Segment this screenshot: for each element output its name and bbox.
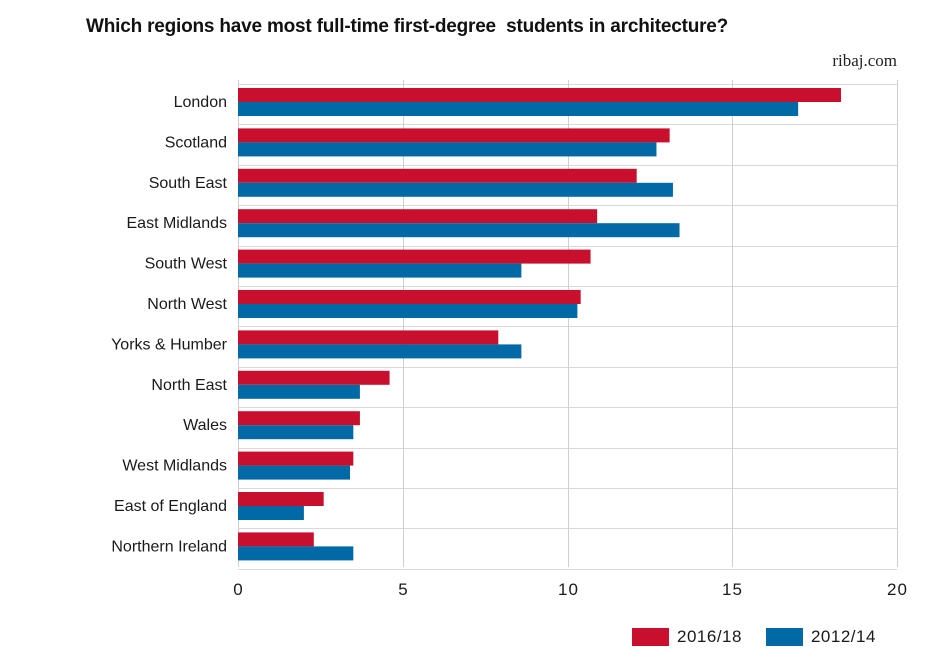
bar-west-midlands-series-2 xyxy=(238,465,351,480)
bar-wales-series-1 xyxy=(238,411,360,426)
category-label: East of England xyxy=(114,498,227,515)
bar-east-of-england-series-2 xyxy=(238,506,304,520)
source-label: ribaj.com xyxy=(832,51,897,70)
bar-north-east-series-1 xyxy=(238,370,390,385)
category-labels: London Scotland South East East Midlands Sou… xyxy=(111,94,228,555)
category-label: West Midlands xyxy=(122,458,227,475)
category-label: Scotland xyxy=(165,134,227,151)
bar-east-midlands-series-2 xyxy=(238,223,680,238)
legend-label-series-1: 2016/18 xyxy=(677,627,742,646)
category-label: Wales xyxy=(183,417,227,434)
legend-swatch-series-2 xyxy=(765,628,803,646)
x-axis-ticks: 0 5 10 15 20 xyxy=(233,580,908,599)
bars xyxy=(238,88,841,561)
bar-east-of-england-series-1 xyxy=(238,492,324,506)
legend: 2016/18 2012/14 xyxy=(632,627,900,647)
bar-yorks-humber-series-1 xyxy=(238,330,499,345)
bar-north-west-series-2 xyxy=(238,304,578,318)
legend-swatch-series-1 xyxy=(632,628,669,646)
bar-north-west-series-1 xyxy=(238,290,581,304)
bar-east-midlands-series-1 xyxy=(238,209,598,224)
bar-west-midlands-series-1 xyxy=(238,451,354,466)
category-label: North West xyxy=(147,296,227,313)
legend-label-series-2: 2012/14 xyxy=(810,627,876,646)
grid-lines xyxy=(238,80,898,570)
bar-yorks-humber-series-2 xyxy=(238,344,522,359)
bar-south-west-series-1 xyxy=(238,249,591,264)
category-label: Yorks & Humber xyxy=(111,336,228,353)
bar-south-west-series-2 xyxy=(238,263,522,278)
legend-item-series-2: 2012/14 xyxy=(765,627,876,647)
category-label: South West xyxy=(145,256,228,273)
x-tick-label: 10 xyxy=(558,580,579,599)
bar-scotland-series-2 xyxy=(238,142,657,157)
bar-northern-ireland-series-1 xyxy=(238,532,314,547)
bar-london-series-1 xyxy=(238,88,841,102)
category-label: East Midlands xyxy=(127,215,228,232)
x-tick-label: 15 xyxy=(722,580,743,599)
category-label: Northern Ireland xyxy=(111,538,227,555)
category-label: North East xyxy=(151,377,227,394)
bar-south-east-series-2 xyxy=(238,182,673,197)
bar-scotland-series-1 xyxy=(238,128,670,143)
x-tick-label: 5 xyxy=(398,580,408,599)
bar-london-series-2 xyxy=(238,102,799,116)
bar-wales-series-2 xyxy=(238,425,354,440)
bar-north-east-series-2 xyxy=(238,384,360,399)
x-tick-label: 20 xyxy=(887,580,908,599)
chart-title: Which regions have most full-time first-… xyxy=(86,16,729,37)
bar-northern-ireland-series-2 xyxy=(238,546,354,561)
x-tick-label: 0 xyxy=(233,580,243,599)
bar-south-east-series-1 xyxy=(238,168,637,183)
legend-item-series-1: 2016/18 xyxy=(632,627,742,647)
category-label: London xyxy=(174,94,227,111)
category-label: South East xyxy=(149,175,228,192)
